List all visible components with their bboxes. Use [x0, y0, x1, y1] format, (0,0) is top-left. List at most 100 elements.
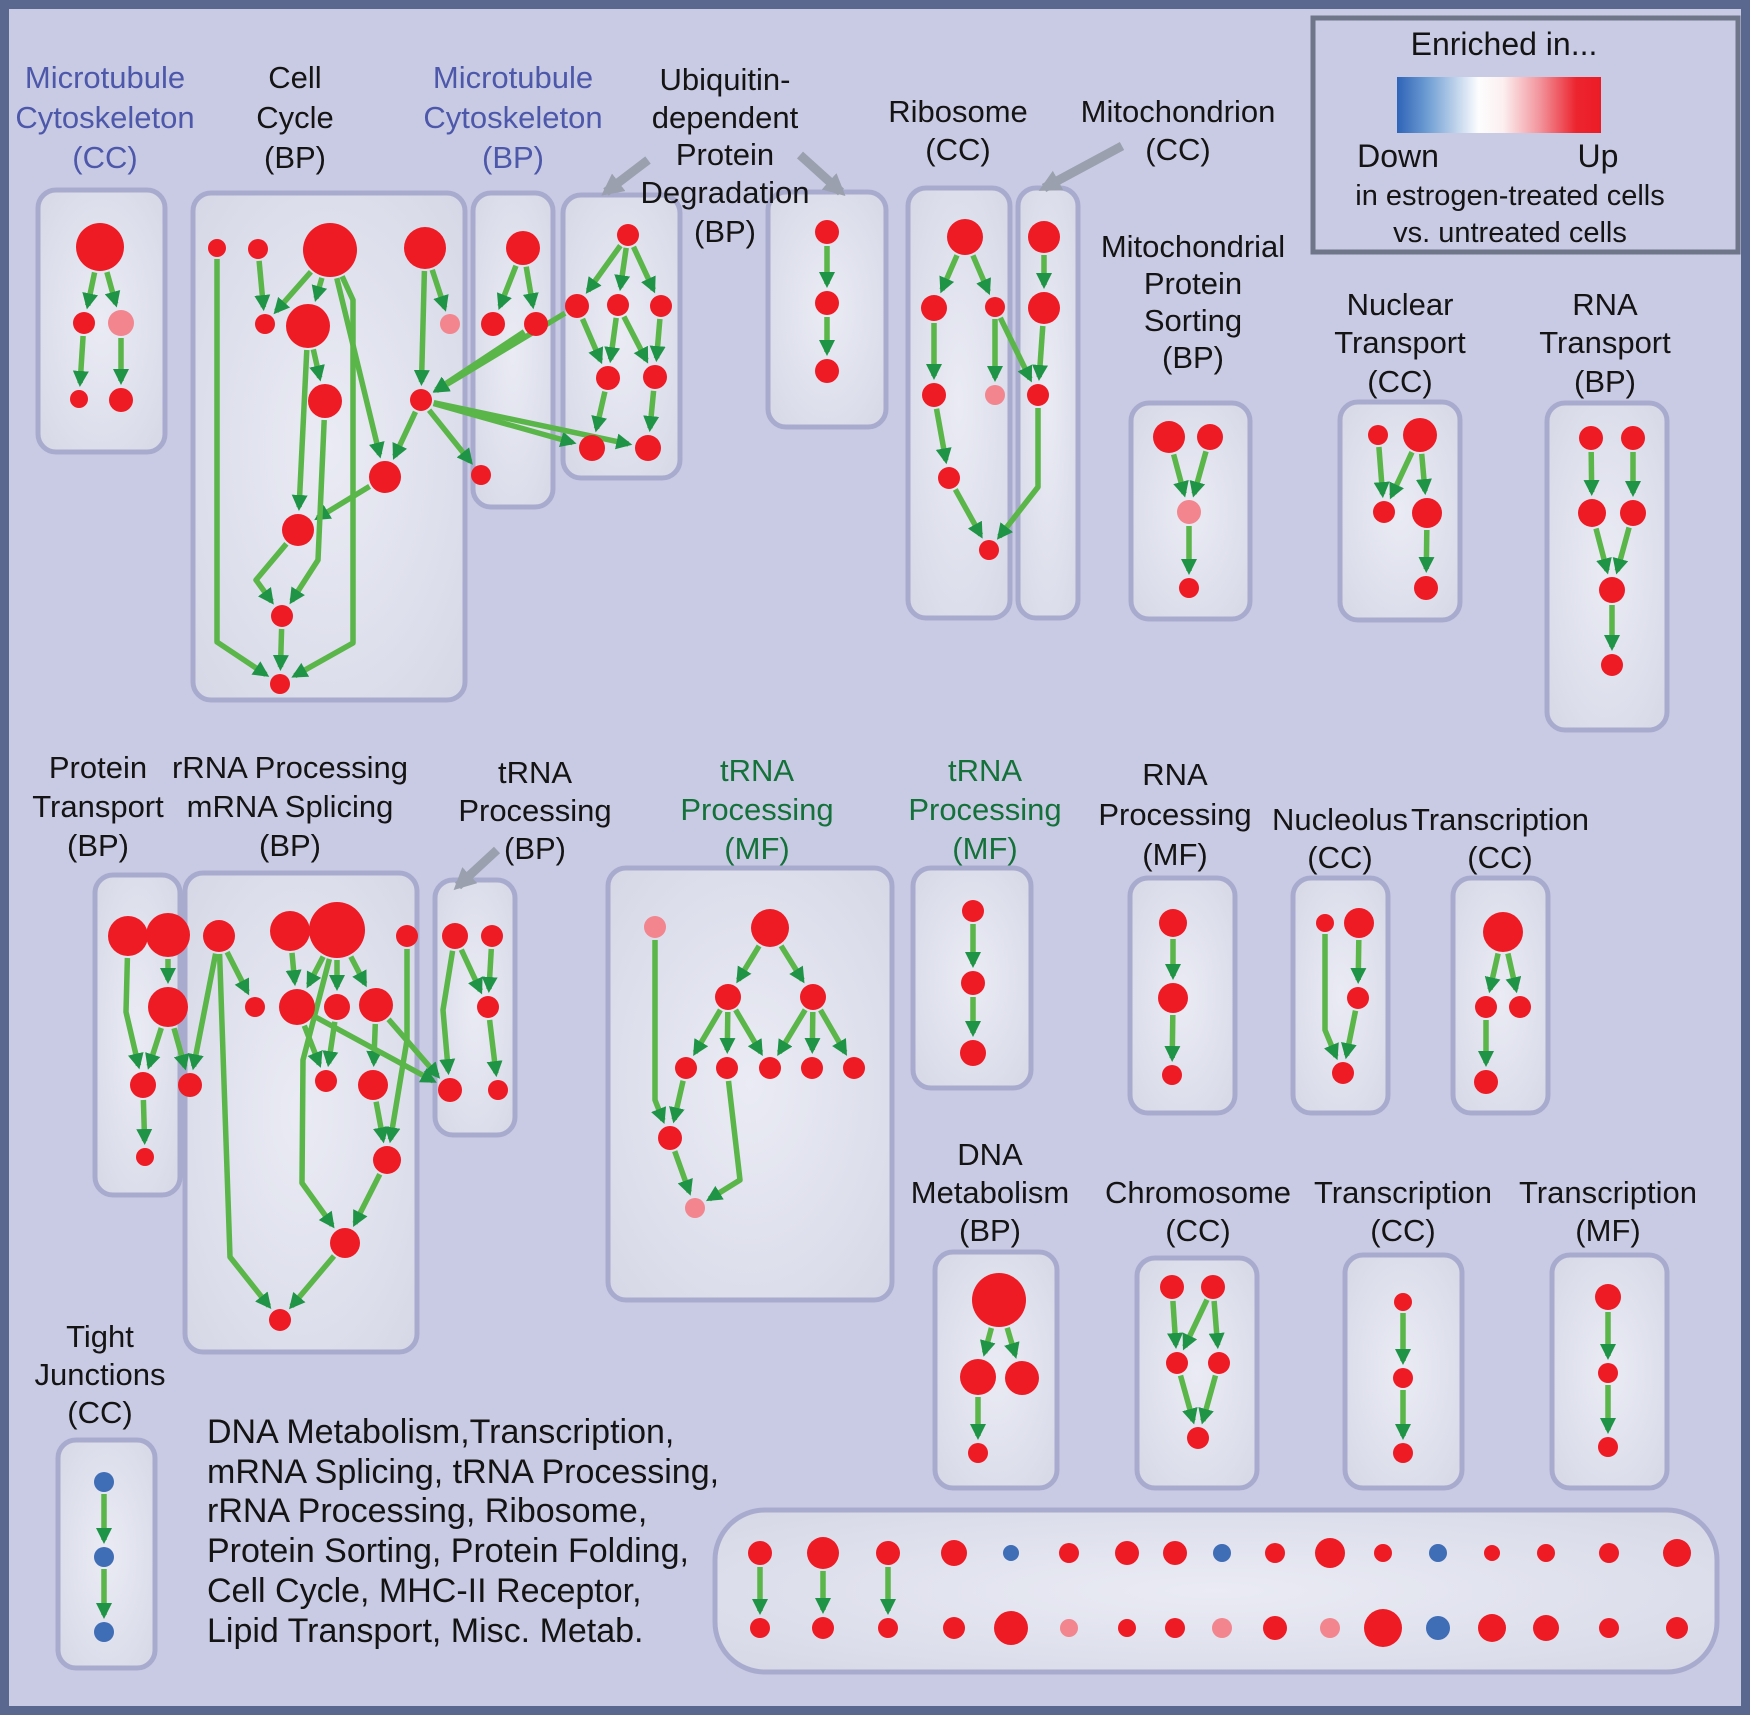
edge-ribosome-cc-1 [970, 254, 991, 296]
edge-cell-cycle-bp-6 [413, 270, 430, 386]
legend-title: Enriched in... [1411, 26, 1598, 62]
edge-rrna-processing-mrna-splicing-bp-1 [216, 953, 272, 1310]
node-transcription-mf-0 [1595, 1284, 1621, 1310]
edge-microtubule-cytoskeleton-bp-0 [496, 264, 519, 311]
node-transcription-cc-upper-0 [1483, 912, 1523, 952]
edge-rna-processing-mf-1 [1164, 1014, 1181, 1062]
group-label-tight-junctions-cc-line-1: Junctions [35, 1357, 166, 1392]
edge-trna-processing-bp-2 [481, 948, 498, 993]
group-label-dna-metabolism-bp-line-1: Metabolism [911, 1175, 1070, 1210]
node-chromosome-cc-0 [1160, 1275, 1184, 1299]
group-box-microtubule-cytoskeleton-bp [470, 190, 556, 510]
edge-microtubule-cytoskeleton-cc-2 [72, 335, 89, 387]
legend-box [1310, 15, 1741, 255]
node-misc-categories-22 [1060, 1619, 1078, 1637]
node-trna-processing-mf-large-10 [685, 1198, 705, 1218]
node-rna-transport-bp-0 [1579, 426, 1603, 450]
node-ribosome-cc-5 [938, 467, 960, 489]
edge-protein-transport-bp-2 [145, 1027, 164, 1070]
edge-rrna-processing-mrna-splicing-bp-11 [352, 1173, 383, 1227]
group-label-nucleolus-cc-line-1: (CC) [1307, 840, 1372, 875]
group-label-ubiquitin-degradation-bp-line-1: dependent [652, 100, 799, 135]
node-chromosome-cc-2 [1166, 1352, 1188, 1374]
edge-protein-transport-bp-3 [171, 1027, 190, 1071]
node-protein-transport-bp-3 [130, 1072, 156, 1098]
node-transcription-cc-lower-1 [1393, 1368, 1413, 1388]
node-protein-transport-bp-1 [146, 913, 190, 957]
edge-microtubule-cytoskeleton-bp-1 [522, 266, 539, 310]
node-microtubule-cytoskeleton-bp-2 [524, 312, 548, 336]
edge-ubiquitin-degradation-bp-8 [643, 390, 660, 433]
edge-rrna-processing-mrna-splicing-bp-5 [348, 955, 368, 988]
node-microtubule-cytoskeleton-bp-1 [481, 312, 505, 336]
node-rrna-processing-mrna-splicing-bp-12 [269, 1309, 291, 1331]
node-protein-transport-bp-0 [108, 916, 148, 956]
group-label-transcription-cc-upper-line-1: (CC) [1467, 840, 1532, 875]
cross-edge-7 [188, 953, 219, 1071]
node-protein-transport-bp-5 [136, 1148, 154, 1166]
group-label-ubiquitin-degradation-bp-line-4: (BP) [694, 214, 756, 249]
node-cell-cycle-bp-6 [440, 314, 460, 334]
node-misc-categories-10 [1315, 1538, 1345, 1568]
node-chromosome-cc-1 [1201, 1275, 1225, 1299]
group-label-rna-transport-bp-line-2: (BP) [1574, 364, 1636, 399]
node-misc-categories-12 [1429, 1544, 1447, 1562]
edge-chromosome-cc-2 [1208, 1300, 1225, 1350]
edge-protein-transport-bp-4 [136, 1099, 153, 1145]
cross-edge-9 [386, 1017, 441, 1079]
node-ubiquitin-degradation-bp-2 [607, 294, 629, 316]
edge-cell-cycle-bp-3 [311, 277, 328, 302]
node-ribosome-cc-0 [947, 219, 983, 255]
node-rrna-processing-mrna-splicing-bp-1 [270, 911, 310, 951]
cross-edge-6 [996, 408, 1041, 540]
node-ubiquitin-degradation-bp-7 [635, 435, 661, 461]
group-label-microtubule-cytoskeleton-bp-line-1: Cytoskeleton [423, 100, 602, 135]
node-trna-processing-mf-small-0 [962, 900, 984, 922]
node-nucleolus-cc-3 [1332, 1062, 1354, 1084]
edge-ribosome-cc-0 [939, 254, 960, 294]
edge-rrna-processing-mrna-splicing-bp-10 [373, 1101, 389, 1144]
node-transcription-cc-lower-2 [1393, 1443, 1413, 1463]
edge-trna-processing-mf-large-7 [818, 1008, 848, 1056]
node-transcription-cc-upper-3 [1474, 1070, 1498, 1094]
edge-ubiquitin-degradation-bp-5 [621, 315, 649, 364]
group-label-rna-processing-mf-line-0: RNA [1142, 757, 1208, 792]
node-mitochondrion-cc-2 [1027, 384, 1049, 406]
node-ribosome-cc-2 [985, 297, 1005, 317]
node-cell-cycle-bp-1 [248, 239, 268, 259]
edge-trna-processing-mf-large-3 [719, 1011, 736, 1054]
group-label-tight-junctions-cc-line-2: (CC) [67, 1395, 132, 1430]
group-box-transcription-cc-upper [1450, 875, 1551, 1116]
node-trna-processing-mf-large-0 [644, 916, 666, 938]
group-label-microtubule-cytoskeleton-bp-line-2: (BP) [482, 140, 544, 175]
node-misc-categories-2 [876, 1541, 900, 1565]
edge-chromosome-cc-1 [1182, 1298, 1210, 1351]
edge-microtubule-cytoskeleton-cc-0 [82, 271, 98, 310]
caption-line-2: rRNA Processing, Ribosome, [207, 1492, 647, 1530]
node-misc-categories-5 [1059, 1543, 1079, 1563]
node-trna-processing-mf-large-6 [759, 1057, 781, 1079]
node-misc-categories-3 [941, 1540, 967, 1566]
group-label-nuclear-transport-cc-line-2: (CC) [1367, 364, 1432, 399]
group-label-nuclear-transport-cc-line-0: Nuclear [1347, 287, 1454, 322]
group-label-cell-cycle-bp-line-0: Cell [268, 60, 321, 95]
group-label-ubiquitin-degradation-bp-line-0: Ubiquitin- [660, 62, 791, 97]
node-misc-categories-14 [1537, 1544, 1555, 1562]
node-transcription-cc-lower-0 [1394, 1293, 1412, 1311]
node-rrna-processing-mrna-splicing-bp-6 [324, 994, 350, 1020]
caption-line-1: mRNA Splicing, tRNA Processing, [207, 1453, 719, 1491]
node-microtubule-cytoskeleton-cc-4 [109, 388, 133, 412]
edge-rrna-processing-mrna-splicing-bp-13 [299, 958, 335, 1229]
node-protein-transport-bp-4 [178, 1073, 202, 1097]
group-label-trna-processing-bp-line-2: (BP) [504, 831, 566, 866]
legend-gradient-bar [1397, 77, 1601, 133]
node-rna-transport-bp-5 [1601, 654, 1623, 676]
edge-ribosome-cc-4 [933, 408, 952, 465]
edge-mitochondrion-cc-1 [1032, 325, 1049, 381]
edge-trna-processing-mf-large-4 [733, 1008, 764, 1056]
edge-cell-cycle-bp-13 [291, 275, 356, 679]
node-microtubule-cytoskeleton-cc-1 [73, 312, 95, 334]
node-ubiquitin-degradation-bp-1 [565, 294, 589, 318]
